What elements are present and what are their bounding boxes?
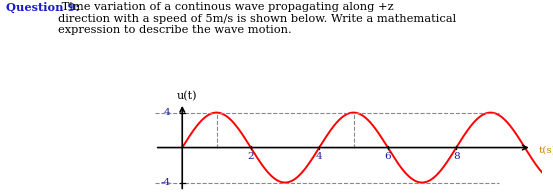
Text: u(t): u(t) [177,91,197,101]
Text: 4: 4 [164,108,170,117]
Text: Time variation of a continous wave propagating along +z
direction with a speed o: Time variation of a continous wave propa… [58,2,456,35]
Text: -4: -4 [160,178,170,187]
Text: 2: 2 [247,152,254,161]
Text: t(s): t(s) [539,145,553,154]
Text: Question 9:: Question 9: [6,2,79,13]
Text: 8: 8 [453,152,460,161]
Text: 4: 4 [316,152,322,161]
Text: 6: 6 [384,152,391,161]
